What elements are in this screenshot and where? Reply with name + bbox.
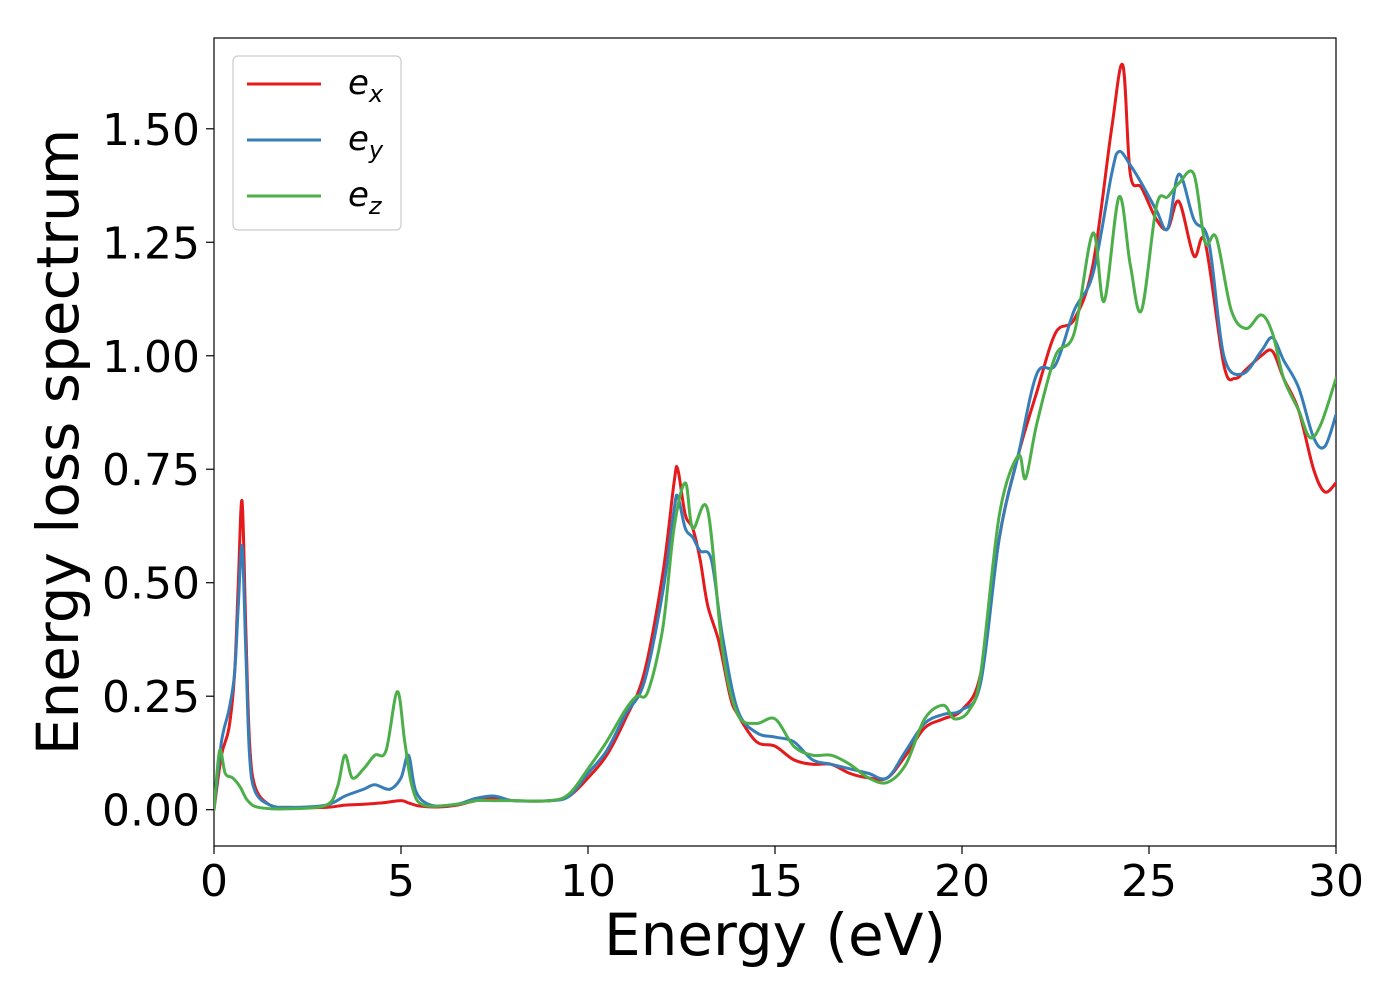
x-tick-label: 0 <box>200 856 228 907</box>
x-tick-label: 10 <box>560 856 616 907</box>
y-tick-label: 1.50 <box>102 105 200 156</box>
y-axis-label: Energy loss spectrum <box>24 129 92 755</box>
x-tick-label: 5 <box>387 856 415 907</box>
series-line-y <box>214 149 1336 812</box>
legend-label-x: ex <box>348 63 384 108</box>
x-tick-label: 30 <box>1308 856 1364 907</box>
series-line-z <box>214 169 1336 812</box>
x-tick-label: 20 <box>934 856 990 907</box>
legend: ex ey ez <box>232 55 402 231</box>
y-tick-label: 0.75 <box>102 445 200 496</box>
x-axis-ticks: 0 5 10 15 20 25 30 <box>200 846 1364 907</box>
legend-label-y: ey <box>348 119 384 164</box>
y-tick-label: 1.25 <box>102 218 200 269</box>
legend-label-z: ez <box>348 175 383 220</box>
x-axis-label: Energy (eV) <box>604 901 946 969</box>
legend-box <box>232 55 402 231</box>
y-tick-label: 0.50 <box>102 559 200 610</box>
y-tick-label: 0.25 <box>102 672 200 723</box>
x-tick-label: 15 <box>747 856 803 907</box>
series-group <box>214 62 1336 812</box>
x-tick-label: 25 <box>1121 856 1177 907</box>
y-tick-label: 1.00 <box>102 332 200 383</box>
y-axis-ticks: 0.00 0.25 0.50 0.75 1.00 1.25 1.50 <box>102 105 214 837</box>
y-tick-label: 0.00 <box>102 786 200 837</box>
